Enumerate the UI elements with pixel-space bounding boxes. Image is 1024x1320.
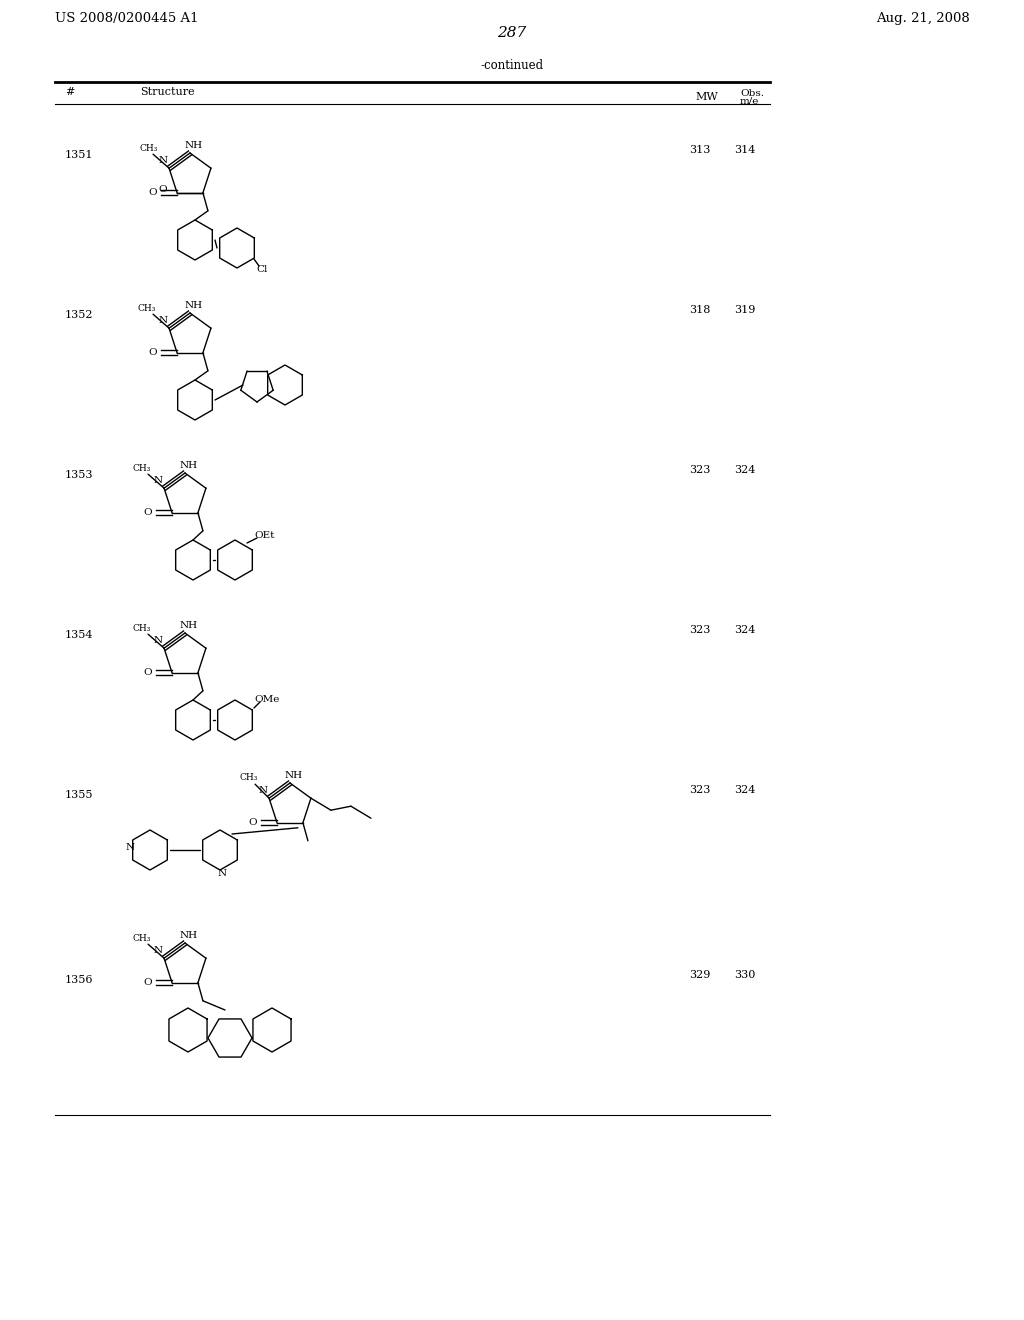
Text: MW: MW xyxy=(695,92,718,102)
Text: CH₃: CH₃ xyxy=(133,463,152,473)
Text: 318: 318 xyxy=(689,305,711,315)
Text: US 2008/0200445 A1: US 2008/0200445 A1 xyxy=(55,12,199,25)
Text: Obs.: Obs. xyxy=(740,88,764,98)
Text: 1351: 1351 xyxy=(65,150,93,160)
Text: NH: NH xyxy=(185,141,203,150)
Text: CH₃: CH₃ xyxy=(133,933,152,942)
Text: NH: NH xyxy=(285,771,303,780)
Text: O: O xyxy=(143,978,153,987)
Text: Cl: Cl xyxy=(256,265,267,275)
Text: N: N xyxy=(154,945,163,954)
Text: O: O xyxy=(143,668,153,677)
Text: CH₃: CH₃ xyxy=(240,772,258,781)
Text: 330: 330 xyxy=(734,970,756,979)
Text: O: O xyxy=(159,185,167,194)
Text: 1353: 1353 xyxy=(65,470,93,480)
Text: O: O xyxy=(148,348,158,358)
Text: Structure: Structure xyxy=(140,87,195,96)
Text: N: N xyxy=(125,843,134,853)
Text: 324: 324 xyxy=(734,624,756,635)
Text: CH₃: CH₃ xyxy=(140,144,159,153)
Text: Aug. 21, 2008: Aug. 21, 2008 xyxy=(877,12,970,25)
Text: CH₃: CH₃ xyxy=(133,624,152,632)
Text: 324: 324 xyxy=(734,785,756,795)
Text: OEt: OEt xyxy=(255,531,275,540)
Text: OMe: OMe xyxy=(254,696,280,705)
Text: 1355: 1355 xyxy=(65,789,93,800)
Text: N: N xyxy=(258,785,267,795)
Text: 1356: 1356 xyxy=(65,975,93,985)
Text: NH: NH xyxy=(180,462,198,470)
Text: NH: NH xyxy=(180,932,198,940)
Text: O: O xyxy=(249,818,257,828)
Text: 314: 314 xyxy=(734,145,756,154)
Text: 313: 313 xyxy=(689,145,711,154)
Text: NH: NH xyxy=(180,622,198,631)
Text: O: O xyxy=(148,189,158,197)
Text: N: N xyxy=(154,636,163,644)
Text: 319: 319 xyxy=(734,305,756,315)
Text: 323: 323 xyxy=(689,465,711,475)
Text: 323: 323 xyxy=(689,785,711,795)
Text: 1352: 1352 xyxy=(65,310,93,319)
Text: 323: 323 xyxy=(689,624,711,635)
Text: O: O xyxy=(143,508,153,517)
Text: 324: 324 xyxy=(734,465,756,475)
Text: 1354: 1354 xyxy=(65,630,93,640)
Text: N: N xyxy=(154,475,163,484)
Text: #: # xyxy=(65,87,75,96)
Text: N: N xyxy=(159,156,168,165)
Text: -continued: -continued xyxy=(480,59,544,73)
Text: CH₃: CH₃ xyxy=(138,304,157,313)
Text: 329: 329 xyxy=(689,970,711,979)
Text: N: N xyxy=(217,870,226,879)
Text: 287: 287 xyxy=(498,26,526,40)
Text: NH: NH xyxy=(185,301,203,310)
Text: m/e: m/e xyxy=(740,96,760,106)
Text: N: N xyxy=(159,315,168,325)
